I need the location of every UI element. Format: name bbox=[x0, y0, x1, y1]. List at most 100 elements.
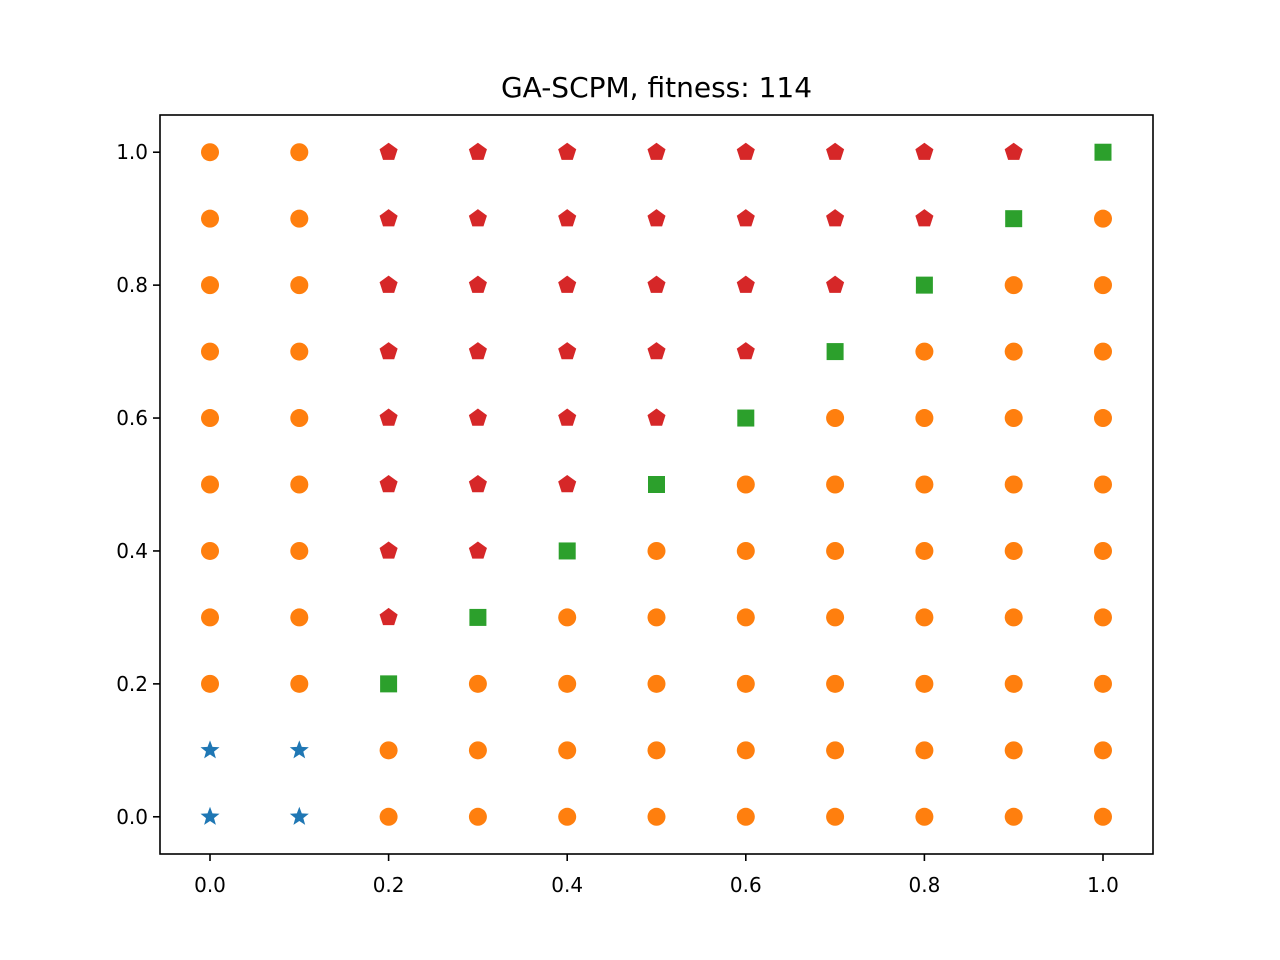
circle-point bbox=[1004, 541, 1023, 560]
circle-point bbox=[290, 342, 309, 361]
square-point bbox=[1005, 210, 1023, 228]
circle-point bbox=[915, 342, 934, 361]
square-point bbox=[558, 542, 576, 560]
circle-point bbox=[201, 409, 220, 428]
circle-point bbox=[468, 674, 487, 693]
y-tick-label: 1.0 bbox=[116, 140, 148, 164]
circle-point bbox=[1093, 741, 1112, 760]
circle-point bbox=[826, 807, 845, 826]
circle-point bbox=[1004, 674, 1023, 693]
pentagon-point bbox=[826, 275, 845, 293]
circle-point bbox=[558, 741, 577, 760]
pentagon-point bbox=[736, 142, 755, 160]
circle-point bbox=[290, 409, 309, 428]
pentagon-point bbox=[468, 342, 487, 360]
square-point bbox=[737, 409, 755, 427]
y-tick-label: 0.8 bbox=[116, 273, 148, 297]
circle-point bbox=[1004, 741, 1023, 760]
circle-point bbox=[1004, 608, 1023, 627]
pentagon-point bbox=[558, 209, 577, 227]
circle-point bbox=[290, 276, 309, 295]
y-tick-label: 0.4 bbox=[116, 539, 148, 563]
pentagon-point bbox=[379, 142, 398, 160]
circle-point bbox=[736, 674, 755, 693]
circle-point bbox=[826, 674, 845, 693]
circle-point bbox=[1004, 276, 1023, 295]
y-tick-label: 0.0 bbox=[116, 805, 148, 829]
circle-point bbox=[1093, 475, 1112, 494]
circle-point bbox=[1093, 209, 1112, 228]
circle-point bbox=[1093, 608, 1112, 627]
pentagon-point bbox=[558, 142, 577, 160]
circle-point bbox=[647, 674, 666, 693]
pentagon-point bbox=[647, 142, 666, 160]
pentagon-point bbox=[558, 408, 577, 426]
star-point bbox=[200, 740, 220, 759]
circle-point bbox=[379, 807, 398, 826]
circle-point bbox=[290, 475, 309, 494]
pentagon-point bbox=[826, 209, 845, 227]
y-tick-label: 0.6 bbox=[116, 406, 148, 430]
square-point bbox=[1094, 143, 1112, 161]
pentagon-point bbox=[826, 142, 845, 160]
circle-point bbox=[290, 608, 309, 627]
circle-point bbox=[201, 608, 220, 627]
y-tick-label: 0.2 bbox=[116, 672, 148, 696]
pentagon-point bbox=[468, 209, 487, 227]
circle-point bbox=[915, 807, 934, 826]
circle-point bbox=[915, 741, 934, 760]
circle-point bbox=[201, 276, 220, 295]
square-point bbox=[648, 476, 665, 493]
circle-point bbox=[1093, 409, 1112, 428]
square-point bbox=[469, 608, 487, 626]
circle-point bbox=[379, 741, 398, 760]
axes: 0.0 0.2 0.4 0.6 0.8 1.0 0.0 0.2 0.4 0.6 0.8 1.0 bbox=[116, 140, 1119, 897]
plot-marks bbox=[200, 142, 1112, 826]
circle-point bbox=[736, 807, 755, 826]
circle-point bbox=[290, 143, 309, 162]
circle-point bbox=[1093, 342, 1112, 361]
circle-point bbox=[468, 807, 487, 826]
pentagon-point bbox=[379, 408, 398, 426]
circle-point bbox=[1004, 475, 1023, 494]
pentagon-point bbox=[379, 475, 398, 493]
circle-point bbox=[1093, 276, 1112, 295]
chart-title: GA-SCPM, fitness: 114 bbox=[500, 71, 813, 104]
circle-point bbox=[915, 409, 934, 428]
circle-point bbox=[647, 741, 666, 760]
circle-point bbox=[915, 608, 934, 627]
circle-point bbox=[1093, 807, 1112, 826]
circle-point bbox=[826, 541, 845, 560]
square-point bbox=[915, 276, 933, 294]
pentagon-point bbox=[468, 541, 487, 559]
circle-point bbox=[558, 674, 577, 693]
pentagon-point bbox=[1004, 142, 1023, 160]
x-tick-label: 0.8 bbox=[908, 873, 940, 897]
circle-point bbox=[736, 741, 755, 760]
pentagon-point bbox=[647, 342, 666, 360]
circle-point bbox=[1004, 807, 1023, 826]
circle-point bbox=[558, 608, 577, 627]
circle-point bbox=[290, 674, 309, 693]
x-tick-label: 0.2 bbox=[373, 873, 405, 897]
pentagon-point bbox=[736, 342, 755, 360]
circle-point bbox=[201, 541, 220, 560]
circle-point bbox=[201, 209, 220, 228]
circle-point bbox=[290, 541, 309, 560]
pentagon-point bbox=[736, 275, 755, 293]
circle-point bbox=[201, 143, 220, 162]
circle-point bbox=[1093, 541, 1112, 560]
star-point bbox=[200, 806, 220, 825]
pentagon-point bbox=[647, 408, 666, 426]
circle-point bbox=[201, 475, 220, 494]
pentagon-point bbox=[558, 475, 577, 493]
pentagon-point bbox=[468, 475, 487, 493]
pentagon-point bbox=[736, 209, 755, 227]
pentagon-point bbox=[558, 275, 577, 293]
pentagon-point bbox=[647, 209, 666, 227]
circle-point bbox=[915, 674, 934, 693]
x-tick-label: 1.0 bbox=[1087, 873, 1119, 897]
x-tick-label: 0.0 bbox=[194, 873, 226, 897]
circle-point bbox=[201, 674, 220, 693]
